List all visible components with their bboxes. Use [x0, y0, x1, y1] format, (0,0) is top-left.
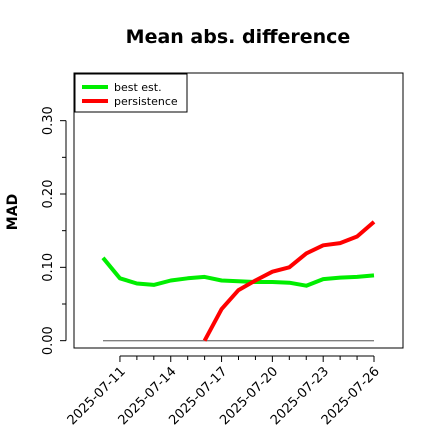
y-tick-label: 0.00: [41, 326, 56, 355]
series-line-best-est: [101, 256, 375, 288]
legend: best est. persistence: [74, 73, 188, 113]
x-axis: 2025-07-112025-07-142025-07-172025-07-20…: [65, 355, 383, 428]
series-layer: [101, 220, 376, 342]
series-line-persistence: [202, 220, 376, 342]
y-axis: 0.00 0.10 0.20 0.30: [41, 106, 67, 355]
legend-box: [74, 73, 188, 113]
y-tick-label: 0.20: [41, 180, 56, 209]
y-tick-label: 0.10: [41, 253, 56, 282]
legend-label-persistence: persistence: [114, 95, 178, 108]
y-axis-label: MAD: [5, 194, 21, 230]
legend-label-best-est: best est.: [114, 81, 162, 94]
y-tick-label: 0.30: [41, 106, 56, 135]
plot-area: [73, 72, 404, 349]
chart-title: Mean abs. difference: [126, 26, 351, 48]
